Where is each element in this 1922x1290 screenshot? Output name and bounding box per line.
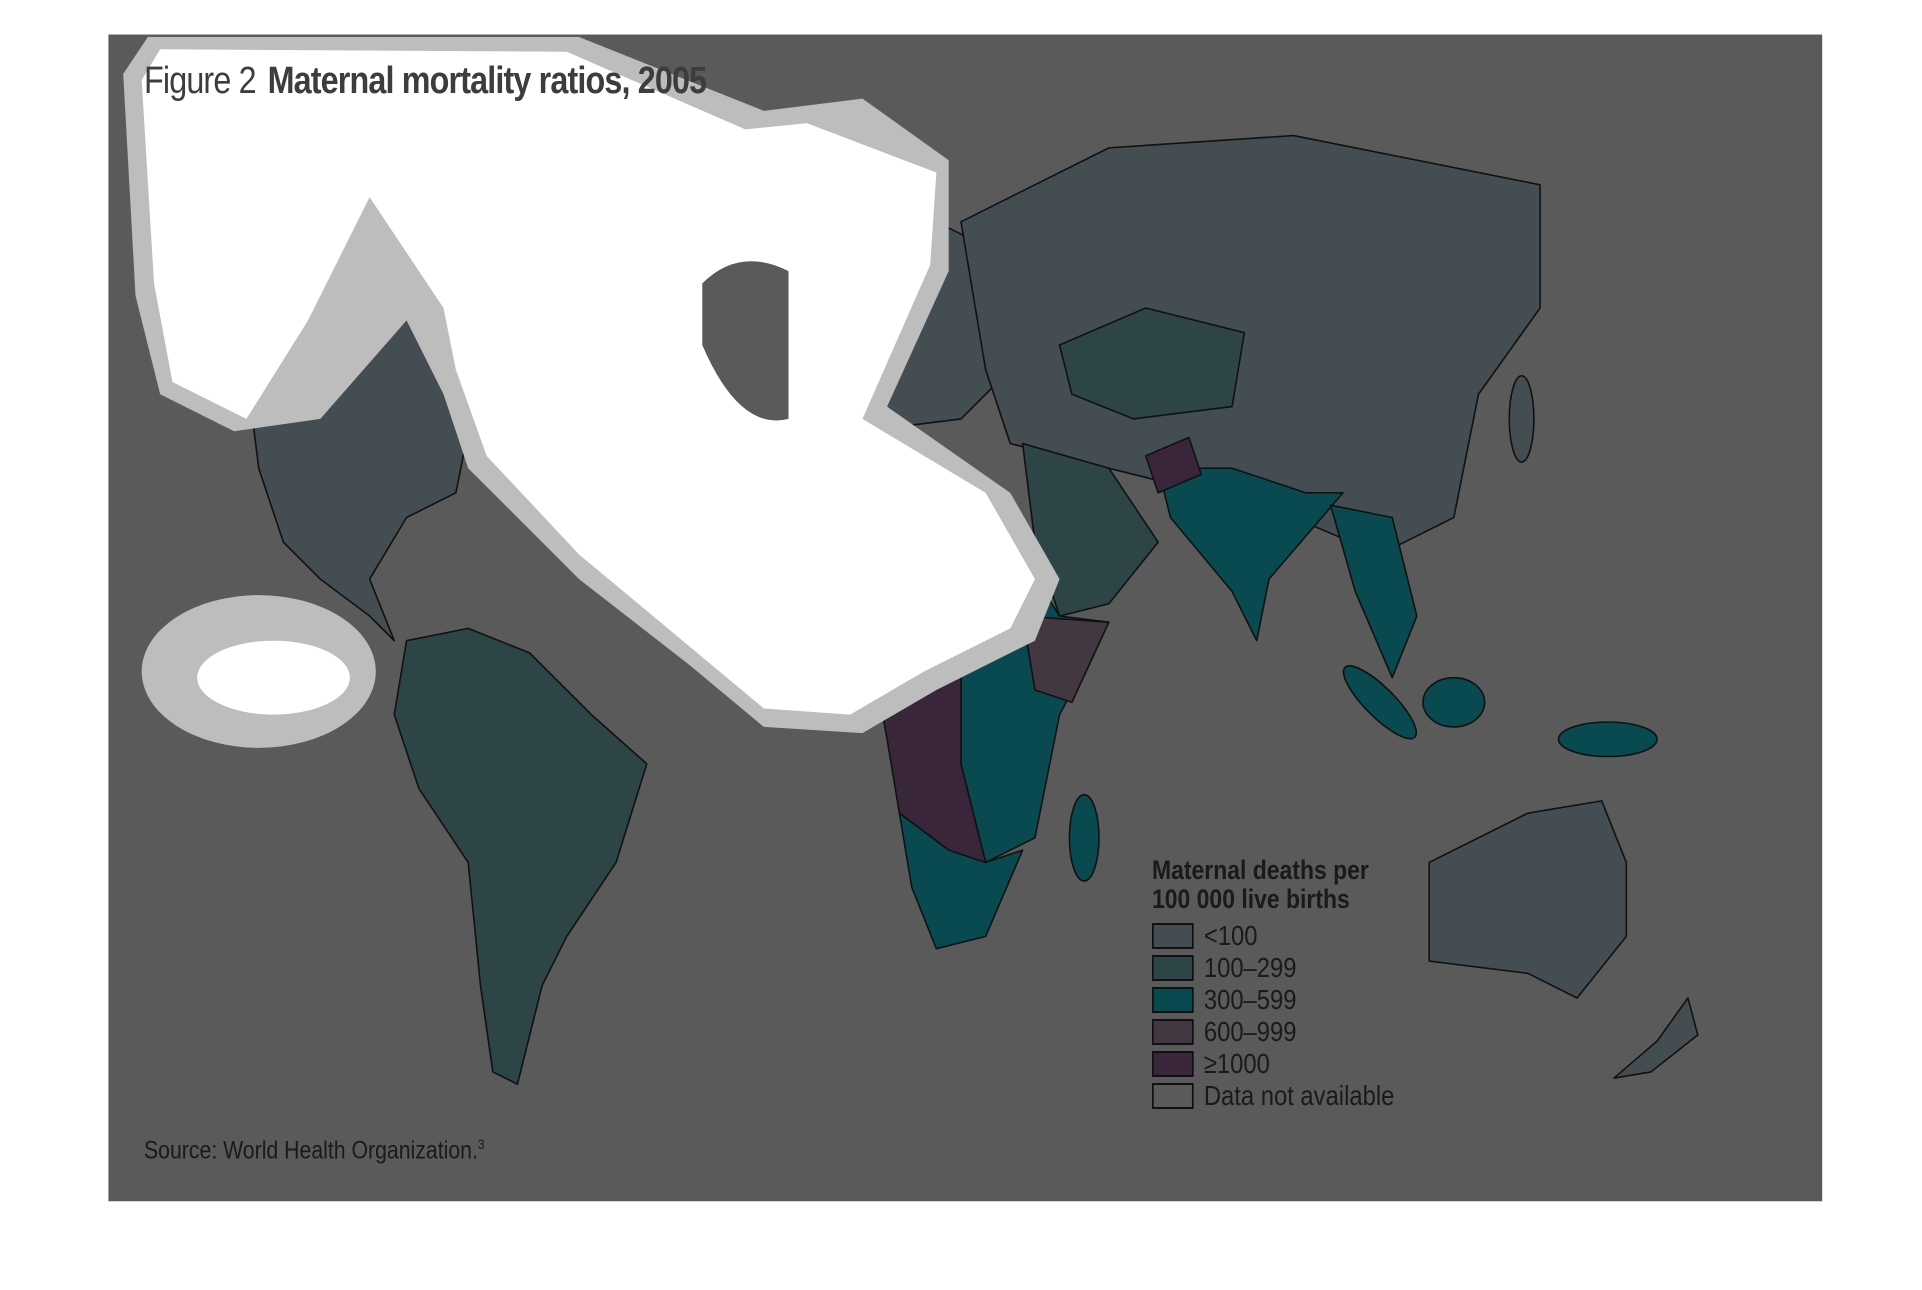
legend-title-line2: 100 000 live births [1152, 884, 1350, 914]
legend-swatch [1152, 987, 1194, 1013]
legend-swatch [1152, 1083, 1194, 1109]
figure-heading: Maternal mortality ratios, 2005 [267, 60, 707, 102]
legend-title: Maternal deaths per 100 000 live births [1152, 856, 1394, 914]
legend-label: ≥1000 [1203, 1048, 1270, 1079]
region-sumatra [1342, 665, 1418, 740]
legend-item: Data not available [1152, 1080, 1394, 1112]
region-afghanistan [1145, 436, 1203, 494]
region-southeast-asia [1329, 504, 1418, 679]
legend-item: 300–599 [1152, 984, 1394, 1016]
source-note: Source: World Health Organization.3 [144, 1136, 485, 1165]
legend-swatch [1152, 1019, 1194, 1045]
region-central-asia [1058, 307, 1246, 420]
region-madagascar [1068, 793, 1100, 882]
region-south-america [393, 627, 648, 1086]
region-australia [1428, 800, 1628, 999]
region-horn-of-africa [1021, 615, 1110, 704]
legend-label: 600–999 [1203, 1016, 1297, 1047]
region-new-zealand [1613, 997, 1699, 1079]
legend-swatch [1152, 955, 1194, 981]
region-japan [1508, 374, 1535, 463]
region-new-guinea [1557, 721, 1658, 758]
legend: Maternal deaths per 100 000 live births <… [1152, 856, 1394, 1112]
region-south-asia [1157, 467, 1344, 642]
legend-swatch [1152, 923, 1194, 949]
figure-title: Figure 2 Maternal mortality ratios, 2005 [144, 60, 707, 103]
legend-title-line1: Maternal deaths per [1152, 855, 1369, 885]
legend-item: <100 [1152, 920, 1394, 952]
legend-item: 600–999 [1152, 1016, 1394, 1048]
figure-label: Figure 2 [144, 60, 257, 102]
legend-label: 100–299 [1203, 952, 1297, 983]
overlay-highlights [123, 36, 1060, 748]
region-southern-africa [898, 812, 1024, 950]
legend-label: <100 [1203, 920, 1258, 951]
legend-item: ≥1000 [1152, 1048, 1394, 1080]
legend-label: 300–599 [1203, 984, 1297, 1015]
legend-swatch [1152, 1051, 1194, 1077]
region-borneo [1422, 676, 1486, 728]
source-text: Source: World Health Organization. [144, 1136, 478, 1165]
source-reference: 3 [477, 1136, 485, 1152]
legend-item: 100–299 [1152, 952, 1394, 984]
legend-label: Data not available [1203, 1080, 1395, 1111]
